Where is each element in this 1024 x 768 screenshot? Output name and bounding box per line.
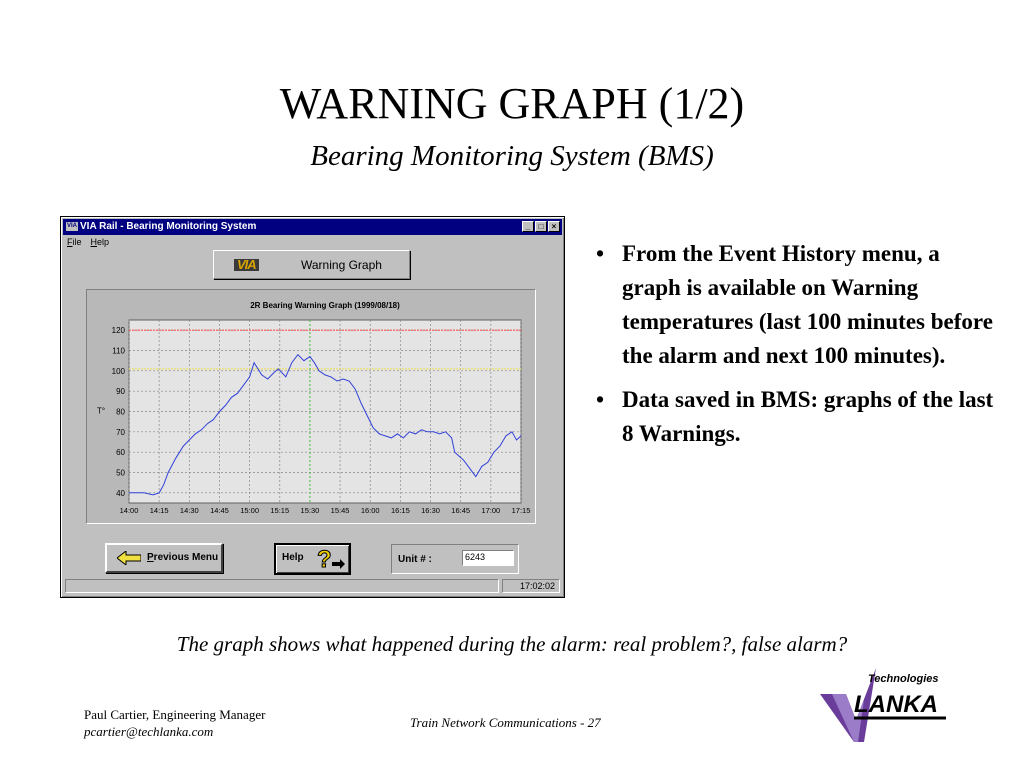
footer-email: pcartier@techlanka.com: [84, 724, 214, 739]
app-icon: VIA: [66, 221, 79, 231]
question-mark-icon: ?: [317, 546, 345, 572]
footer-author: Paul Cartier, Engineering Manager: [84, 707, 266, 722]
x-tick-label: 16:45: [451, 506, 470, 515]
help-button[interactable]: Help ?: [274, 543, 351, 575]
x-tick-label: 16:00: [361, 506, 380, 515]
header-title: Warning Graph: [301, 258, 382, 272]
footer-author-block: Paul Cartier, Engineering Manager pcarti…: [84, 706, 265, 740]
maximize-button[interactable]: □: [535, 221, 547, 232]
y-tick-label: 90: [116, 387, 125, 396]
bullet-text: From the Event History menu, a graph is …: [622, 241, 993, 368]
bullet-dot: •: [596, 241, 605, 266]
x-tick-label: 14:15: [150, 506, 169, 515]
x-tick-label: 15:45: [331, 506, 350, 515]
via-logo: VIA: [234, 258, 259, 271]
menu-bar: File Help: [67, 237, 109, 247]
unit-label: Unit # :: [398, 554, 432, 565]
y-tick-label: 60: [116, 448, 125, 457]
footer-page-label: Train Network Communications - 27: [410, 715, 601, 730]
bullet-text: Data saved in BMS: graphs of the last 8 …: [622, 387, 994, 446]
status-message: [65, 579, 499, 593]
arrow-left-icon: [117, 551, 141, 565]
svg-text:LANKA: LANKA: [854, 691, 938, 718]
y-tick-label: 120: [112, 326, 126, 335]
y-tick-label: 40: [116, 489, 125, 498]
slide-subtitle: Bearing Monitoring System (BMS): [310, 140, 714, 172]
y-tick-label: 80: [116, 408, 125, 417]
minimize-button[interactable]: _: [522, 221, 534, 232]
window-titlebar[interactable]: VIA VIA Rail - Bearing Monitoring System …: [63, 219, 562, 235]
help-label: Help: [282, 552, 304, 563]
x-tick-label: 16:30: [421, 506, 440, 515]
y-axis-label: T°: [97, 407, 105, 416]
unit-number-input[interactable]: 6243: [462, 550, 514, 566]
bullet-list: • From the Event History menu, a graph i…: [596, 237, 996, 461]
warning-chart: 2R Bearing Warning Graph (1999/08/18) 40 5…: [97, 301, 531, 515]
x-tick-label: 14:45: [210, 506, 229, 515]
slide-caption: The graph shows what happened during the…: [176, 632, 848, 656]
unit-panel: Unit # : 6243: [391, 544, 519, 574]
lanka-logo: Technologies LANKA: [820, 668, 946, 742]
chart-title: 2R Bearing Warning Graph (1999/08/18): [250, 301, 400, 310]
x-tick-label: 14:30: [180, 506, 199, 515]
menu-help[interactable]: Help: [90, 237, 110, 247]
bms-window: VIA VIA Rail - Bearing Monitoring System …: [60, 216, 565, 598]
graph-panel: 2R Bearing Warning Graph (1999/08/18) 40 5…: [86, 289, 536, 524]
y-tick-label: 110: [112, 347, 125, 356]
close-button[interactable]: ×: [548, 221, 560, 232]
x-tick-label: 17:00: [481, 506, 500, 515]
x-tick-label: 15:00: [240, 506, 259, 515]
y-tick-label: 100: [112, 367, 126, 376]
y-tick-label: 50: [116, 469, 125, 478]
window-title: VIA Rail - Bearing Monitoring System: [80, 221, 257, 232]
x-tick-label: 15:15: [270, 506, 289, 515]
previous-menu-label: Previous Menu: [147, 552, 219, 563]
previous-menu-button[interactable]: Previous Menu: [105, 543, 223, 573]
svg-text:Technologies: Technologies: [868, 673, 939, 685]
graph-header-panel: VIA Warning Graph: [213, 250, 410, 279]
y-tick-label: 70: [116, 428, 125, 437]
temperature-series-line: [129, 353, 522, 496]
svg-text:?: ?: [317, 546, 332, 572]
slide-title: WARNING GRAPH (1/2): [279, 79, 745, 128]
bullet-item: • Data saved in BMS: graphs of the last …: [596, 383, 996, 451]
status-bar: 17:02:02: [65, 579, 560, 593]
x-tick-label: 16:15: [391, 506, 410, 515]
x-tick-label: 17:15: [512, 506, 531, 515]
x-tick-label: 14:00: [120, 506, 139, 515]
menu-file[interactable]: File: [67, 237, 82, 247]
bullet-item: • From the Event History menu, a graph i…: [596, 237, 996, 373]
bullet-dot: •: [596, 387, 605, 412]
x-tick-label: 15:30: [301, 506, 320, 515]
status-time: 17:02:02: [502, 579, 560, 593]
